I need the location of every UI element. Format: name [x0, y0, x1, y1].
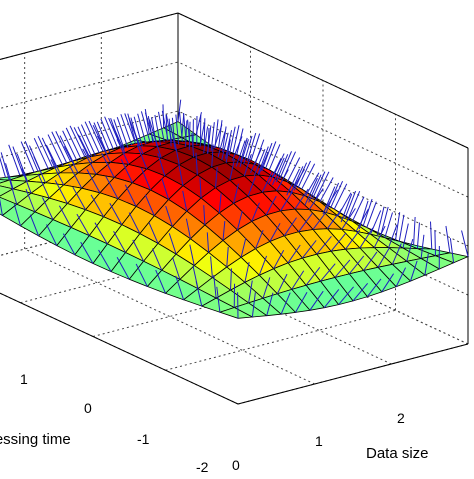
x-axis-label: Data size [366, 445, 429, 462]
y-axis-label: Processing time [0, 431, 71, 448]
y-tick-label: 0 [84, 400, 92, 416]
grid-line [0, 62, 178, 122]
x-axis-line [238, 344, 468, 404]
normal-vector [320, 177, 333, 201]
normal-vector [42, 138, 56, 168]
grid-line [166, 310, 396, 370]
normal-vector [56, 131, 71, 161]
normal-vector [145, 109, 149, 134]
normal-vector [414, 217, 415, 245]
normal-vector [352, 197, 364, 222]
y-tick-label: -2 [196, 459, 209, 474]
normal-vector [417, 223, 419, 249]
normal-vector [327, 183, 339, 211]
normal-vector [204, 118, 205, 145]
normal-vector [74, 127, 88, 157]
y-tick-label: -1 [137, 431, 150, 447]
normal-vector [446, 226, 450, 253]
y-tick-label: 1 [20, 371, 28, 387]
normal-vector [430, 222, 431, 249]
x-tick-label: 1 [315, 433, 323, 449]
normal-vector [214, 124, 222, 147]
x-tick-label: 0 [232, 457, 240, 473]
grid-line [0, 13, 178, 73]
normal-vector [399, 215, 404, 242]
normal-vector [435, 230, 436, 255]
normal-vector [163, 104, 164, 127]
box-edge [0, 13, 178, 73]
x-tick-label: 2 [397, 410, 405, 426]
